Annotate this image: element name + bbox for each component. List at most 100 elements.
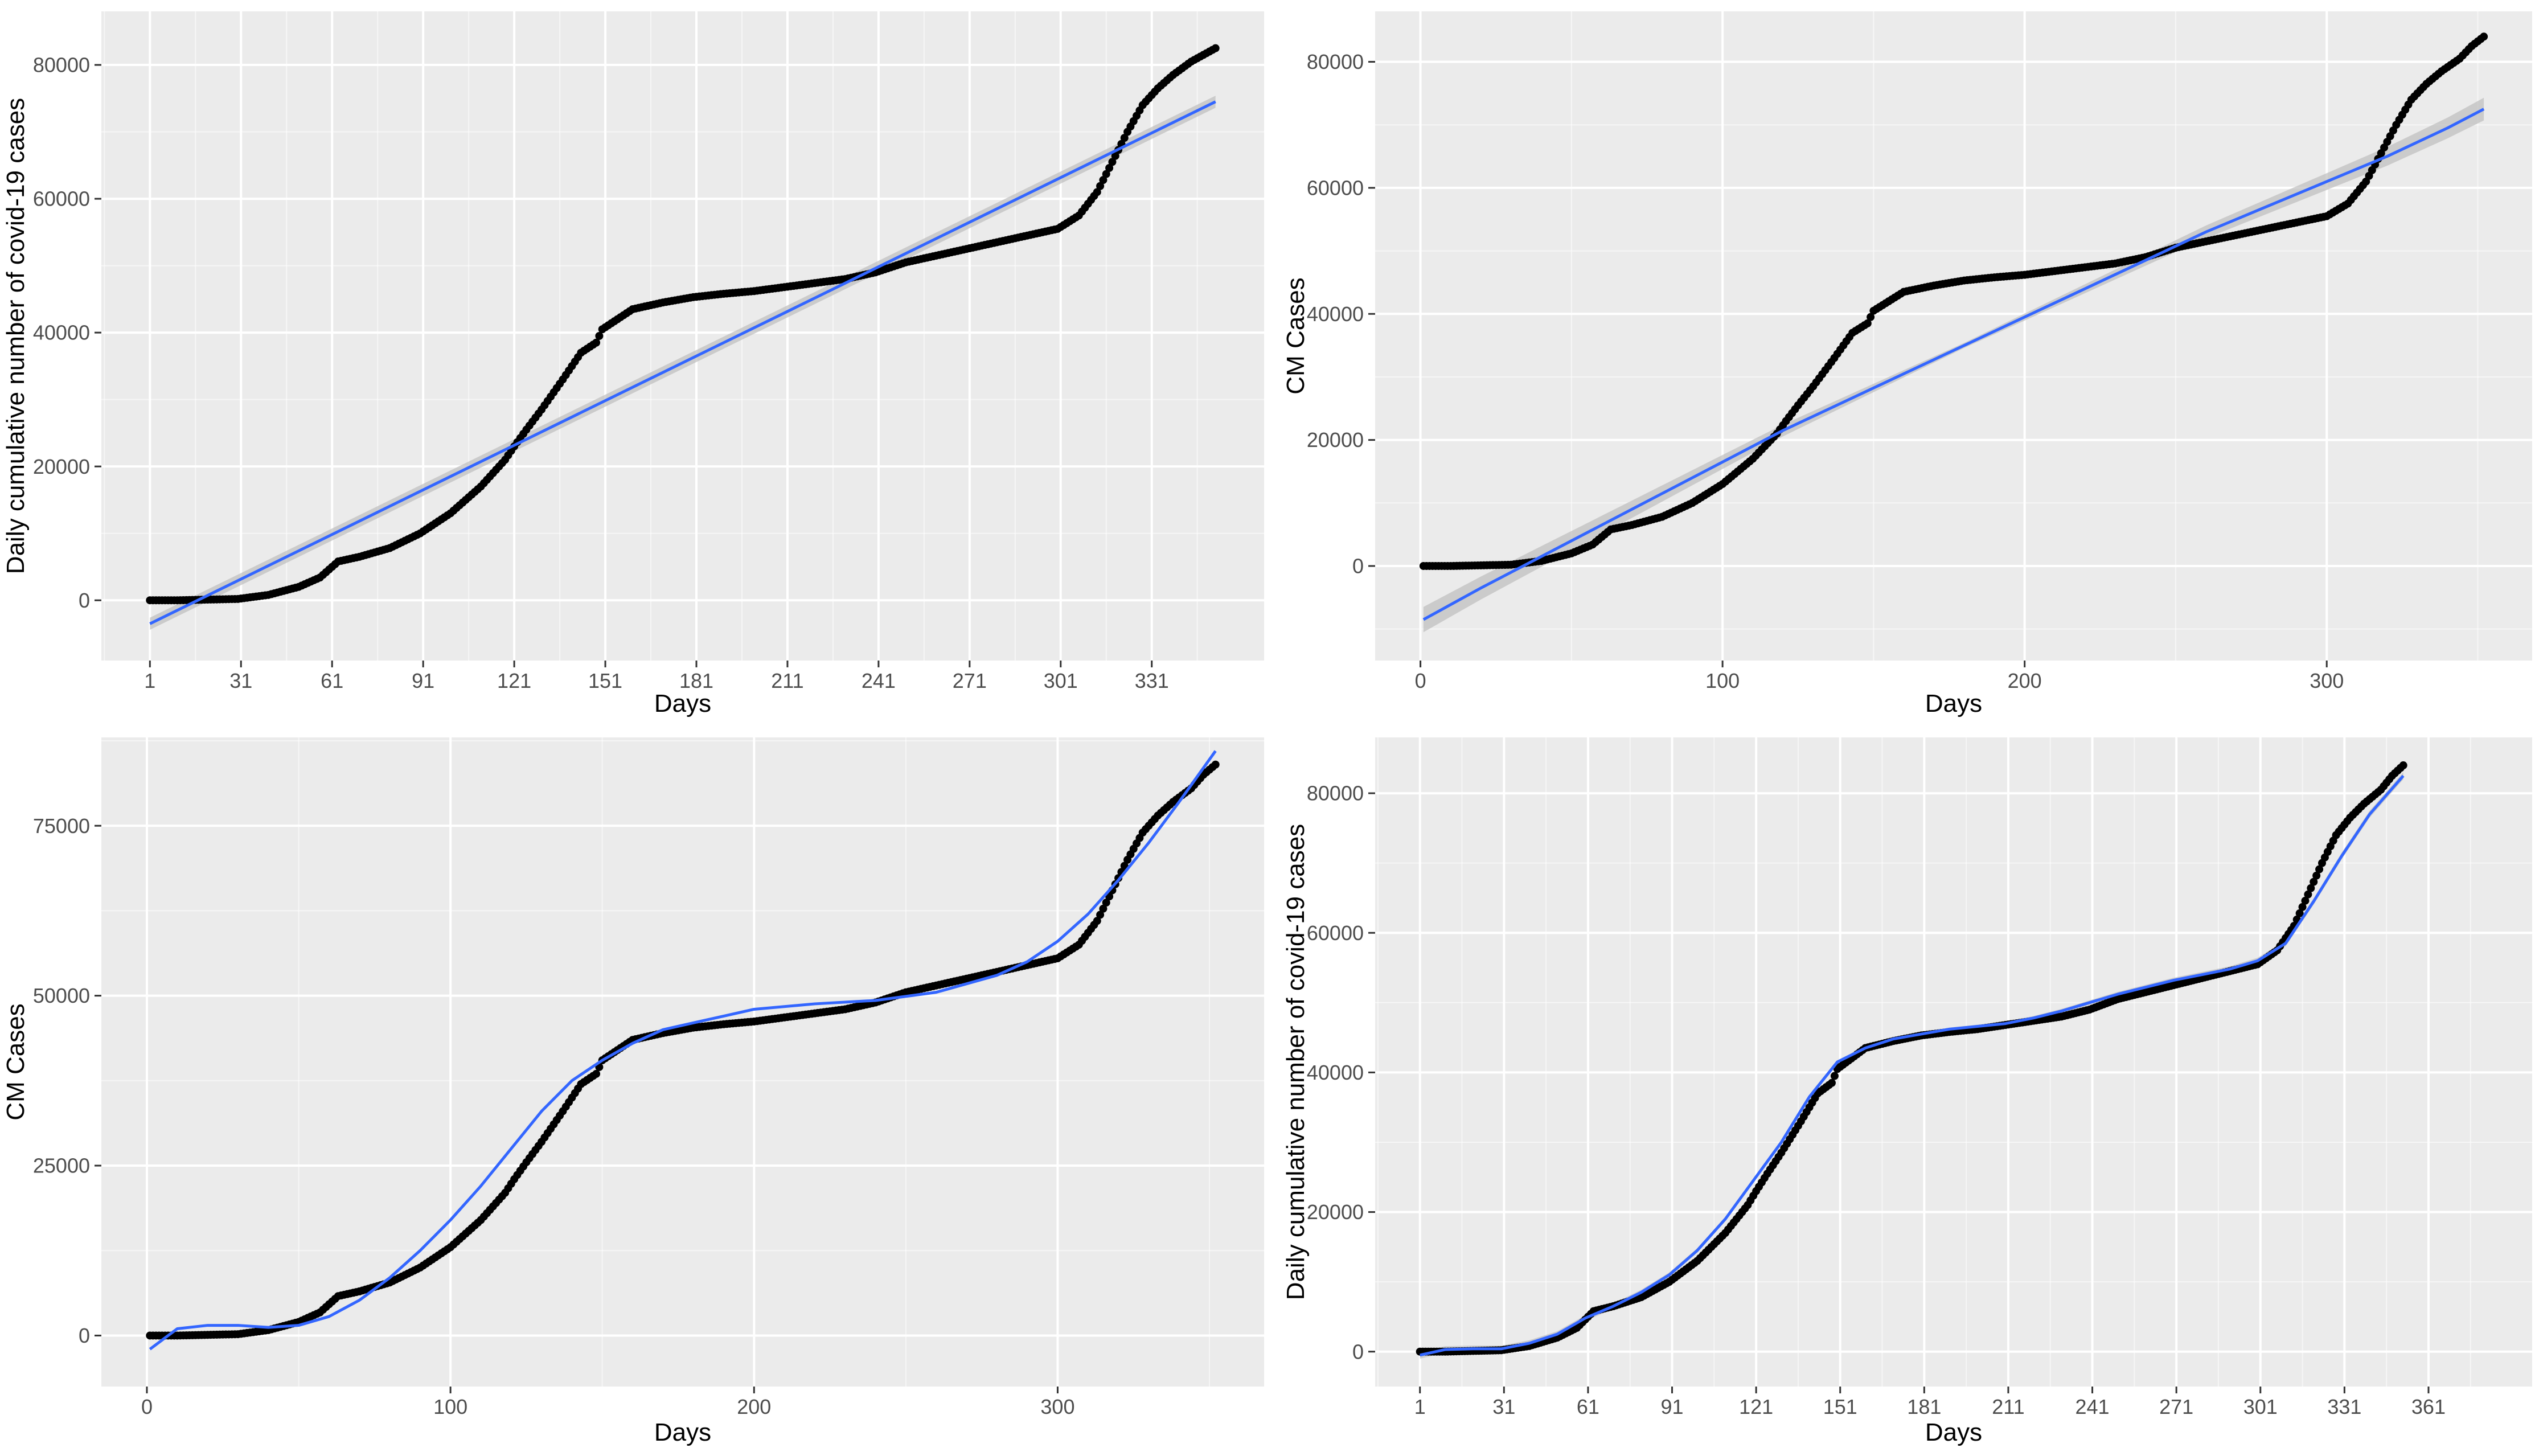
y-tick-label: 0 <box>79 589 90 612</box>
x-tick-label: 1 <box>144 669 155 692</box>
x-tick-label: 61 <box>1577 1395 1599 1418</box>
x-axis-title: Days <box>654 1418 711 1446</box>
x-tick-label: 0 <box>141 1395 153 1418</box>
y-tick-label: 40000 <box>1307 302 1364 326</box>
data-point <box>1830 1072 1839 1080</box>
confidence-band <box>1423 97 2484 633</box>
panel-background <box>101 737 1264 1387</box>
y-tick-label: 0 <box>1352 555 1364 578</box>
fit-line <box>149 100 1216 625</box>
data-point <box>1120 134 1129 142</box>
data-point <box>1211 760 1220 769</box>
x-tick-label: 331 <box>2327 1395 2361 1418</box>
x-tick-label: 301 <box>1044 669 1078 692</box>
panel-background <box>1375 737 2532 1387</box>
x-tick-label: 200 <box>2008 669 2042 692</box>
x-tick-label: 241 <box>862 669 896 692</box>
data-point <box>1211 44 1220 52</box>
data-point <box>1102 170 1110 178</box>
y-axis-title: Daily cumulative number of covid-19 case… <box>1282 824 1310 1300</box>
y-tick-label: 0 <box>1352 1340 1364 1363</box>
x-tick-label: 211 <box>771 669 803 692</box>
data-point <box>1120 862 1129 870</box>
data-point <box>1093 188 1101 196</box>
x-axis-title: Days <box>1925 1418 1982 1446</box>
x-tick-label: 300 <box>1040 1395 1074 1418</box>
data-point <box>1102 899 1110 907</box>
y-tick-label: 40000 <box>1307 1061 1364 1084</box>
x-tick-label: 361 <box>2411 1395 2446 1418</box>
x-tick-label: 31 <box>1492 1395 1515 1418</box>
data-point <box>592 1069 601 1078</box>
x-tick-label: 331 <box>1135 669 1169 692</box>
y-tick-label: 20000 <box>1307 1200 1364 1224</box>
data-point <box>1105 164 1114 173</box>
data-point <box>2310 877 2318 886</box>
x-tick-label: 100 <box>1705 669 1740 692</box>
x-tick-label: 241 <box>2076 1395 2110 1418</box>
x-tick-label: 100 <box>433 1395 467 1418</box>
x-tick-label: 271 <box>2159 1395 2193 1418</box>
data-point <box>1093 917 1101 925</box>
y-tick-label: 20000 <box>33 455 90 478</box>
chart-panel-top-right: 0 100 200 300 0 20000 40000 60000 80000 Days CM Ca… <box>1282 11 2532 717</box>
y-tick-label: 60000 <box>33 187 90 211</box>
fit-line <box>1420 774 2405 1357</box>
data-point <box>592 338 601 347</box>
chart-panel-bottom-right: 1 31 61 91 121 151 181 211 241 271 301 331 361 0 20000… <box>1282 737 2532 1446</box>
chart-panel-top-left: 1 31 61 91 121 151 181 211 241 271 301 331 0 20000 400… <box>2 11 1264 717</box>
data-point <box>2307 884 2315 892</box>
fit-line <box>149 750 1217 1351</box>
data-point <box>2480 32 2488 41</box>
y-tick-label: 25000 <box>33 1154 90 1178</box>
y-tick-label: 80000 <box>1307 782 1364 805</box>
x-tick-label: 271 <box>953 669 987 692</box>
data-point <box>2298 903 2307 911</box>
y-tick-label: 0 <box>79 1324 90 1347</box>
data-point <box>2295 909 2304 917</box>
x-tick-label: 200 <box>737 1395 771 1418</box>
y-tick-label: 80000 <box>33 54 90 77</box>
x-tick-label: 151 <box>588 669 622 692</box>
chart-panel-bottom-left: 0 100 200 300 0 25000 50000 75000 Days CM Cases <box>2 737 1264 1446</box>
data-point <box>1096 182 1105 190</box>
x-tick-label: 300 <box>2310 669 2344 692</box>
x-axis-title: Days <box>1925 690 1982 717</box>
x-tick-label: 181 <box>679 669 713 692</box>
y-tick-label: 40000 <box>33 321 90 344</box>
x-axis-title: Days <box>654 690 711 717</box>
x-tick-label: 91 <box>1661 1395 1684 1418</box>
y-tick-label: 80000 <box>1307 50 1364 73</box>
y-tick-label: 60000 <box>1307 921 1364 945</box>
y-tick-label: 50000 <box>33 984 90 1007</box>
data-point <box>2399 761 2407 770</box>
x-tick-label: 61 <box>321 669 343 692</box>
y-axis-title: CM Cases <box>1282 277 1310 394</box>
x-tick-label: 151 <box>1823 1395 1857 1418</box>
data-point <box>1099 176 1108 184</box>
x-tick-label: 31 <box>229 669 252 692</box>
y-tick-label: 75000 <box>33 814 90 838</box>
fit-line <box>1422 108 2485 621</box>
x-tick-label: 301 <box>2243 1395 2278 1418</box>
y-axis-title: Daily cumulative number of covid-19 case… <box>2 98 30 574</box>
data-point <box>1867 313 1875 321</box>
data-point <box>2315 865 2324 873</box>
data-point <box>1863 319 1872 327</box>
data-point <box>2301 896 2310 905</box>
y-tick-label: 60000 <box>1307 177 1364 200</box>
data-point <box>2304 890 2312 899</box>
data-point <box>1108 158 1117 166</box>
data-point <box>1111 151 1119 160</box>
x-tick-label: 181 <box>1907 1395 1941 1418</box>
x-tick-label: 0 <box>1415 669 1426 692</box>
data-point <box>595 332 604 340</box>
data-point <box>1096 910 1105 919</box>
x-tick-label: 211 <box>1992 1395 2024 1418</box>
data-point <box>1099 904 1108 913</box>
data-point <box>2312 871 2321 880</box>
x-tick-label: 121 <box>1739 1395 1773 1418</box>
y-tick-label: 20000 <box>1307 428 1364 452</box>
x-tick-label: 91 <box>412 669 434 692</box>
